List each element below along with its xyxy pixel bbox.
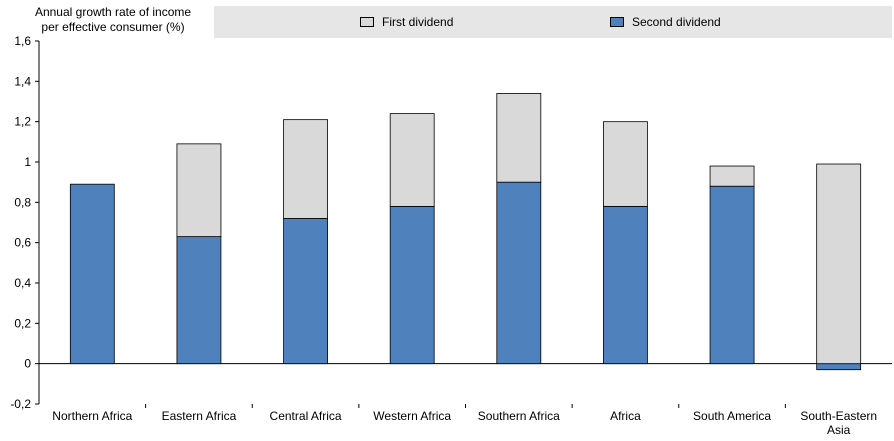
y-axis-title-line2: per effective consumer (%) [41, 20, 185, 34]
bar-first-dividend [709, 165, 755, 187]
bar-first-dividend [176, 143, 222, 238]
x-tick-label: Western Africa [373, 409, 451, 423]
legend-label-second-dividend: Second dividend [632, 15, 721, 29]
legend: First dividend Second dividend [214, 6, 892, 38]
bar-second-dividend [496, 181, 542, 365]
y-tick-label: 1,4 [14, 74, 31, 88]
legend-item-first-dividend: First dividend [360, 15, 453, 29]
legend-label-first-dividend: First dividend [382, 15, 454, 29]
x-tick-label: Africa [610, 409, 641, 423]
bar-second-dividend [816, 363, 862, 371]
y-tick-label: 1 [24, 155, 31, 169]
x-tick-label: South-Eastern Asia [800, 409, 877, 437]
bar-second-dividend [283, 218, 328, 365]
bar-second-dividend [389, 205, 435, 365]
x-tick-label: Central Africa [270, 409, 342, 423]
legend-swatch-second-dividend [610, 17, 624, 27]
y-tick-label: 1,2 [14, 115, 31, 129]
y-axis-title: Annual growth rate of income per effecti… [8, 5, 218, 35]
bar-second-dividend [69, 183, 115, 365]
y-tick-label: 1,6 [14, 34, 31, 48]
bar-first-dividend [389, 113, 435, 207]
legend-swatch-first-dividend [360, 17, 374, 27]
x-tick-label: Eastern Africa [162, 409, 237, 423]
bar-first-dividend [283, 119, 328, 219]
x-tick-label: Northern Africa [52, 409, 132, 423]
bar-first-dividend [603, 121, 648, 207]
bar-second-dividend [709, 185, 755, 365]
bar-first-dividend [496, 93, 542, 183]
y-tick-label: 0,2 [14, 316, 31, 330]
bar-second-dividend [176, 236, 222, 365]
legend-item-second-dividend: Second dividend [610, 15, 721, 29]
bar-second-dividend [603, 205, 648, 365]
y-axis-title-line1: Annual growth rate of income [34, 5, 192, 19]
y-tick-label: 0 [24, 357, 31, 371]
x-tick-label: Southern Africa [478, 409, 560, 423]
y-tick-label: 0,6 [14, 236, 31, 250]
bar-first-dividend [816, 163, 862, 365]
y-tick-label: 0,4 [14, 276, 31, 290]
y-tick-label: -0,2 [10, 397, 31, 411]
y-tick-label: 0,8 [14, 195, 31, 209]
x-tick-label: South America [693, 409, 771, 423]
